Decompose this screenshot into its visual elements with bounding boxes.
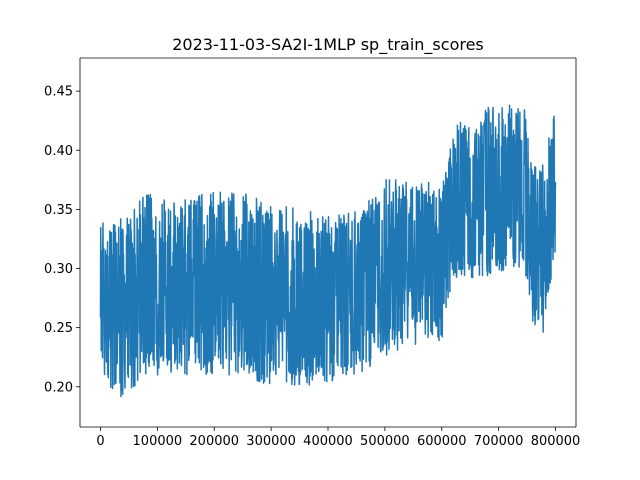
y-tick-label: 0.20 [44,380,73,395]
y-tick-label: 0.35 [44,203,73,218]
x-tick-label: 700000 [474,434,524,449]
y-tick-label: 0.40 [44,144,73,159]
x-tick-label: 600000 [417,434,467,449]
series-layer [99,104,557,398]
x-tick-label: 800000 [531,434,581,449]
x-tick-label: 100000 [133,434,183,449]
axes-layer: 0 100000 200000 300000 400000 500000 600000 700… [44,57,581,449]
chart-title: 2023-11-03-SA2I-1MLP sp_train_scores [172,35,484,55]
y-tick-label: 0.45 [44,85,73,100]
y-tick-label: 0.30 [44,262,73,277]
x-tick-label: 0 [96,434,104,449]
x-tick-label: 200000 [189,434,239,449]
x-tick-label: 300000 [246,434,296,449]
x-tick-label: 400000 [303,434,353,449]
series-line-0 [99,104,557,398]
y-tick-label: 0.25 [44,321,73,336]
x-tick-label: 500000 [360,434,410,449]
